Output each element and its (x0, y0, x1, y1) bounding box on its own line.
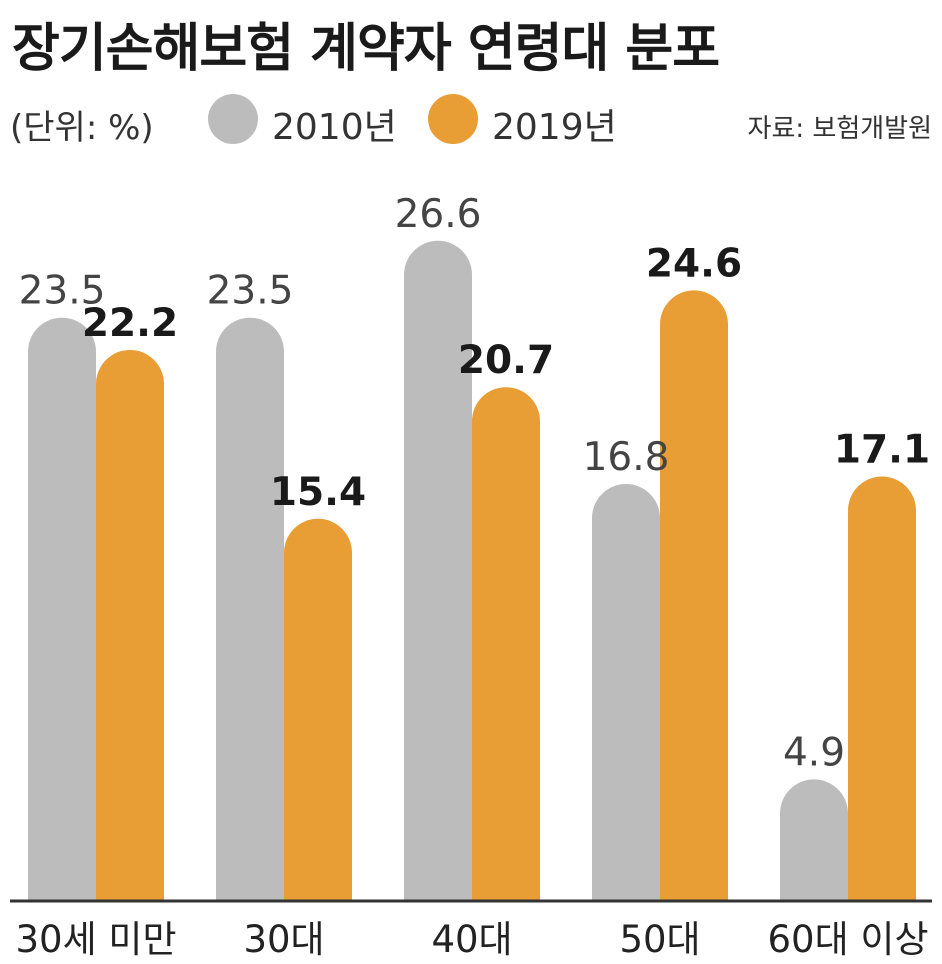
category-label-3: 50대 (619, 918, 700, 961)
bar-2010-1 (216, 317, 284, 902)
bar-2019-4 (848, 476, 916, 901)
unit-label: (단위: %) (10, 108, 154, 148)
legend-label-2019: 2019년 (492, 107, 617, 148)
bar-2010-4 (780, 779, 848, 901)
bar-2019-2 (472, 387, 540, 902)
value-label-2019-1: 15.4 (270, 470, 366, 515)
value-label-2010-1: 23.5 (207, 269, 294, 314)
legend: (단위: %) 2010년 2019년 자료: 보험개발원 (0, 92, 942, 148)
value-label-2010-2: 26.6 (395, 192, 482, 237)
category-label-1: 30대 (243, 918, 324, 961)
value-label-2019-3: 24.6 (646, 241, 742, 286)
value-label-2019-0: 22.2 (82, 301, 178, 346)
bar-2019-1 (284, 518, 352, 901)
value-label-2010-3: 16.8 (583, 435, 670, 480)
bar-2010-0 (28, 317, 96, 902)
legend-swatch-2010 (208, 94, 258, 144)
category-label-4: 60대 이상 (768, 918, 929, 961)
bar-2019-0 (96, 349, 164, 901)
category-label-0: 30세 미만 (16, 918, 177, 961)
legend-swatch-2019 (428, 94, 478, 144)
value-label-2010-0: 23.5 (19, 269, 106, 314)
bars-layer (28, 240, 916, 902)
chart-title: 장기손해보험 계약자 연령대 분포 (12, 19, 720, 79)
value-label-2010-4: 4.9 (783, 730, 845, 775)
bar-2010-2 (404, 240, 472, 901)
bar-2010-3 (592, 484, 660, 901)
category-label-2: 40대 (431, 918, 512, 961)
value-label-2019-4: 17.1 (834, 428, 930, 473)
bar-2019-3 (660, 290, 728, 902)
legend-label-2010: 2010년 (272, 107, 397, 148)
value-label-2019-2: 20.7 (458, 338, 554, 383)
source-note: 자료: 보험개발원 (747, 114, 932, 144)
